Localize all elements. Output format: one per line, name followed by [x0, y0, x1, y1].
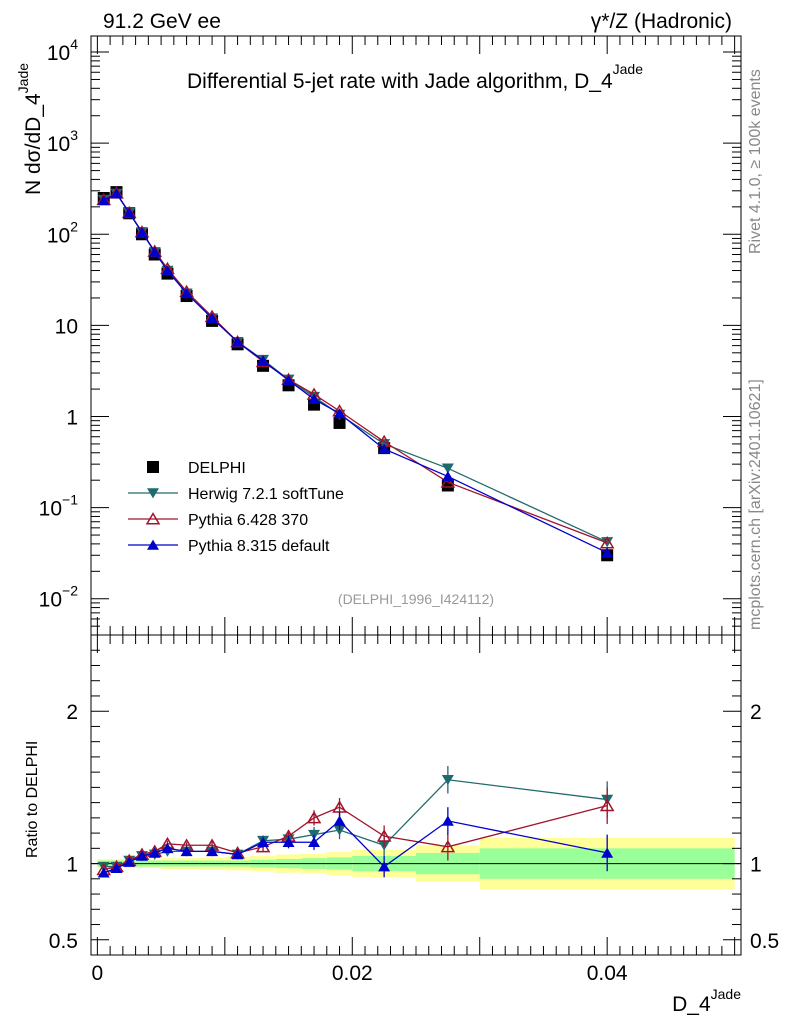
ratio-data-point [135, 850, 148, 861]
legend-marker [145, 512, 161, 525]
x-tick-label: 0.04 [587, 962, 628, 985]
mcplots-label: mcplots.cern.ch [arXiv:2401.10621] [747, 379, 764, 630]
x-tick-label: 0.02 [332, 962, 373, 985]
ratio-data-point [110, 862, 123, 873]
ratio-data-point [306, 810, 322, 824]
main-series-line [103, 192, 608, 544]
analysis-watermark: (DELPHI_1996_I424112) [338, 591, 494, 607]
main-data-point [282, 374, 295, 386]
main-data-point [440, 475, 456, 488]
ratio-data-point [376, 829, 392, 842]
main-y-tick-label: 10−2 [39, 583, 79, 612]
ratio-y-tick-label: 2 [66, 701, 78, 724]
ratio-data-point [148, 847, 161, 858]
main-data-point [110, 188, 123, 199]
legend: DELPHI Herwig 7.2.1 softTune Pythia 6.428 … [128, 460, 344, 555]
ratio-y-tick-label-right: 1 [750, 854, 762, 877]
legend-label: Pythia 6.428 370 [188, 512, 308, 529]
ratio-y-tick-label-right: 2 [750, 701, 762, 724]
main-data-point [180, 287, 193, 299]
ratio-data-point [333, 825, 346, 836]
rivet-label: Rivet 4.1.0, ≥ 100k events [747, 69, 764, 254]
main-data-point [333, 416, 346, 429]
header-right: γ*/Z (Hadronic) [591, 10, 732, 33]
ratio-data-point [282, 836, 295, 848]
legend-label: Herwig 7.2.1 softTune [188, 486, 344, 503]
ratio-data-point [97, 867, 110, 878]
main-data-point [308, 393, 321, 404]
ratio-data-point [441, 815, 454, 826]
main-y-tick-label: 1 [66, 407, 78, 430]
ratio-data-point [333, 815, 346, 826]
main-data-point [601, 547, 614, 558]
ratio-data-point [378, 861, 391, 872]
legend-marker [147, 461, 159, 473]
main-y-tick-label: 10−1 [39, 492, 79, 521]
main-data-point [231, 336, 244, 347]
ratio-y-tick-label: 0.5 [49, 930, 78, 953]
main-data-point [441, 471, 454, 482]
main-data-point [161, 265, 174, 276]
ratio-data-point [231, 849, 244, 860]
main-y-tick-label: 102 [47, 218, 78, 247]
header-left: 91.2 GeV ee [103, 10, 221, 33]
main-data-point [97, 195, 110, 206]
main-series-line [103, 192, 608, 543]
ratio-data-point [123, 856, 136, 867]
ratio-data-point [161, 842, 174, 854]
ratio-series-line [103, 805, 608, 871]
main-data-point [206, 312, 219, 323]
main-y-tick-label: 10 [55, 315, 78, 338]
ratio-data-point [601, 847, 614, 858]
main-data-point [257, 355, 270, 366]
main-data-point [441, 479, 454, 492]
ratio-y-tick-label-right: 0.5 [750, 930, 779, 953]
legend-marker [147, 539, 159, 550]
main-data-point [441, 463, 454, 474]
ratio-y-tick-label: 1 [66, 854, 78, 877]
ratio-data-point [97, 861, 110, 873]
ratio-data-point [599, 798, 615, 812]
main-data-point [378, 443, 391, 454]
main-data-point [123, 207, 136, 218]
x-axis-label: D_4Jade [672, 986, 741, 1016]
ratio-data-point [257, 836, 270, 848]
x-tick-label: 0 [92, 962, 104, 985]
main-y-label: N dσ/dD_4Jade [15, 63, 45, 195]
legend-label: DELPHI [188, 460, 246, 477]
ratio-data-point [206, 845, 219, 857]
legend-label: Pythia 8.315 default [188, 538, 330, 555]
main-y-tick-label: 103 [47, 127, 78, 156]
main-title: Differential 5-jet rate with Jade algori… [187, 61, 643, 93]
legend-marker [147, 488, 159, 499]
ratio-data-point [180, 845, 193, 857]
ratio-y-label: Ratio to DELPHI [24, 741, 41, 858]
ratio-series-line [103, 820, 608, 874]
main-data-point [135, 226, 148, 238]
main-data-point [148, 246, 161, 257]
main-data-point [333, 408, 346, 419]
main-series-line [103, 192, 608, 554]
ratio-data-point [440, 839, 456, 853]
main-y-tick-label: 104 [47, 36, 78, 65]
ratio-panel-frame [90, 634, 742, 956]
ratio-data-point [308, 836, 321, 848]
ratio-data-point [441, 774, 454, 786]
